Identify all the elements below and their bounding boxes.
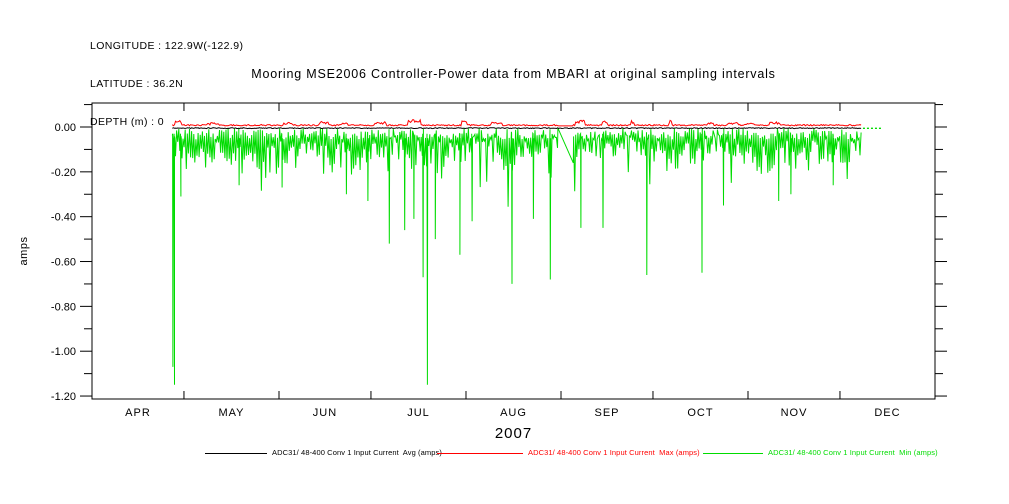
legend-label-min: ADC31/ 48-400 Conv 1 Input Current Min (… <box>768 448 938 457</box>
y-tick-label: -0.20 <box>51 167 76 179</box>
y-tick-label: -0.80 <box>51 301 76 313</box>
y-tick-label: -0.60 <box>51 257 76 269</box>
depth-label: DEPTH (m) : 0 <box>90 115 165 128</box>
plot-frame <box>91 102 936 400</box>
y-tick-label: -1.00 <box>51 346 76 358</box>
station-metadata: LONGITUDE : 122.9W(-122.9) LATITUDE : 36… <box>90 15 243 154</box>
x-month-label: OCT <box>687 407 713 419</box>
latitude-label: LATITUDE : 36.2N <box>90 77 184 90</box>
y-tick-label: 0.00 <box>55 122 76 134</box>
max-series-line <box>171 118 862 127</box>
y-tick-label: -0.40 <box>51 212 76 224</box>
legend-line-avg <box>205 453 267 454</box>
x-month-label: SEP <box>594 407 619 419</box>
legend-line-max <box>437 453 523 454</box>
y-axis-title: amps <box>18 237 30 266</box>
min-series-line <box>171 127 862 385</box>
x-month-label: JUN <box>313 407 337 419</box>
x-month-label: NOV <box>781 407 808 419</box>
x-year-label: 2007 <box>495 425 532 442</box>
x-month-label: DEC <box>874 407 900 419</box>
legend-line-min <box>703 453 763 454</box>
chart-title: Mooring MSE2006 Controller-Power data fr… <box>251 67 776 81</box>
x-month-label: AUG <box>500 407 527 419</box>
longitude-label: LONGITUDE : 122.9W(-122.9) <box>90 40 244 53</box>
avg-series-line <box>172 127 862 130</box>
legend-label-avg: ADC31/ 48-400 Conv 1 Input Current Avg (… <box>272 448 442 457</box>
x-month-label: JUL <box>407 407 430 419</box>
legend-label-max: ADC31/ 48-400 Conv 1 Input Current Max (… <box>528 448 700 457</box>
x-month-label: APR <box>125 407 151 419</box>
y-tick-label: -1.20 <box>51 391 76 403</box>
x-month-label: MAY <box>218 407 244 419</box>
